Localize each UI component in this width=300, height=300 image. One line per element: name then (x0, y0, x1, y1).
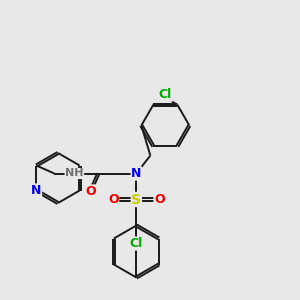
Text: Cl: Cl (159, 88, 172, 101)
Text: O: O (108, 193, 119, 206)
Text: S: S (131, 193, 141, 206)
Text: N: N (131, 167, 142, 180)
Text: NH: NH (65, 169, 84, 178)
Text: O: O (85, 185, 96, 198)
Text: O: O (154, 193, 165, 206)
Text: N: N (31, 184, 41, 197)
Text: Cl: Cl (130, 237, 143, 250)
